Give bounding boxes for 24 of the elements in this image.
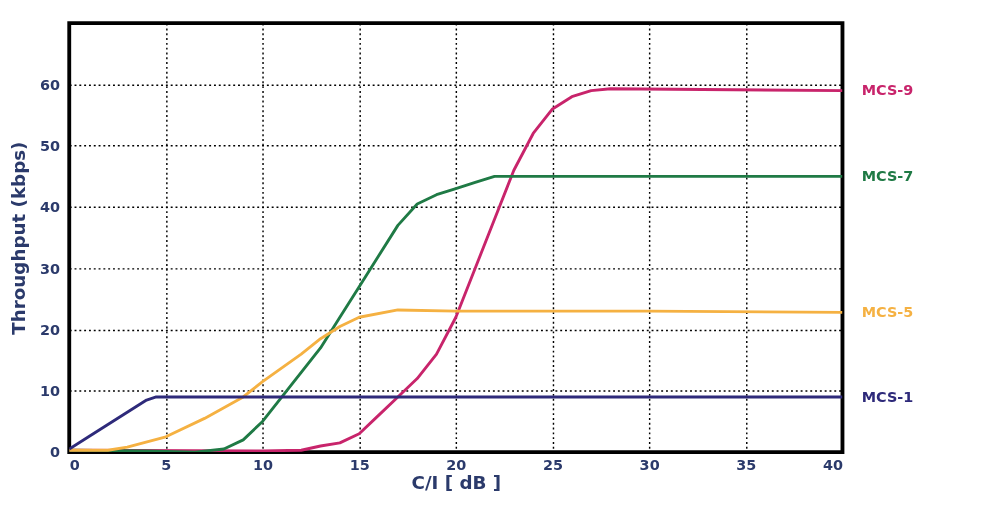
y-tick-label: 20	[40, 321, 61, 338]
x-tick-label: 20	[446, 456, 467, 473]
y-tick-label: 40	[40, 199, 61, 216]
y-tick-label: 60	[40, 76, 61, 93]
line-series	[69, 308, 843, 452]
series-label: MCS-5	[861, 304, 914, 321]
x-tick-label: 10	[253, 456, 274, 473]
y-tick-label: 0	[50, 444, 61, 461]
x-tick-label: 35	[736, 456, 757, 473]
x-tick-label: 0	[69, 456, 80, 473]
x-tick-label: 5	[161, 456, 172, 473]
series-label: MCS-7	[861, 168, 914, 185]
y-tick-label: 10	[40, 383, 61, 400]
y-axis-title: Throughput (kbps)	[7, 141, 29, 335]
line-series	[69, 395, 843, 451]
series-label: MCS-9	[861, 82, 914, 99]
series-label: MCS-1	[861, 388, 914, 405]
x-tick-label: 40	[822, 456, 843, 473]
x-tick-label: 15	[349, 456, 370, 473]
x-tick-label: 30	[639, 456, 660, 473]
x-axis-title: C/I [ dB ]	[411, 472, 502, 494]
y-tick-label: 30	[40, 260, 61, 277]
x-tick-label: 25	[542, 456, 564, 473]
y-tick-label: 50	[40, 138, 61, 155]
